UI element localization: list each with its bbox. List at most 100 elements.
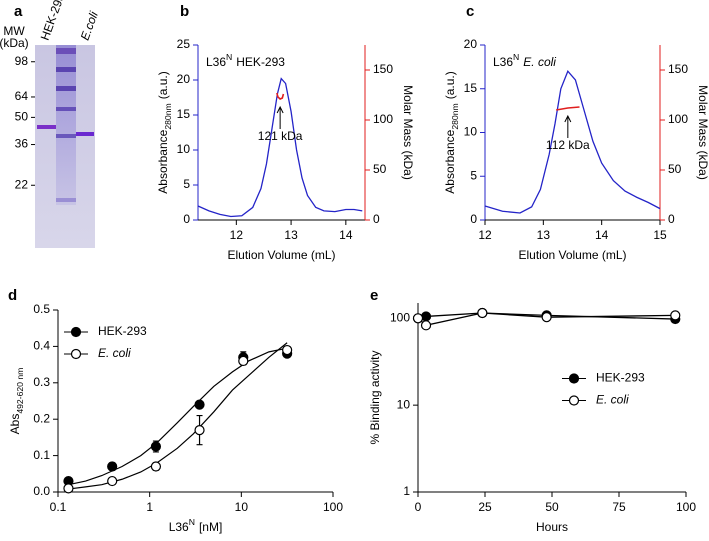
label-part: [nM] [199,520,222,534]
data-point [150,461,162,472]
panel-label: c [466,3,474,20]
inset-label: L36N HEK-293 [206,52,285,69]
ladder-band [56,48,76,54]
label-part: L36 [206,55,226,69]
label-part: N [513,52,519,62]
data-point [107,475,118,487]
label-part: 280nm [163,103,173,129]
x-tick-label: 25 [478,500,492,514]
y-tick-label: 20 [464,37,478,51]
data-point [238,355,249,367]
x-tick-label: 100 [676,500,696,514]
y-axis-label: % Binding activity [368,350,382,444]
label-part: L36 [169,520,189,534]
x-tick-label: 13 [284,228,298,242]
legend-marker [70,326,82,338]
y-tick-label: 0.5 [33,302,50,316]
legend-marker [568,395,580,406]
lane-label: E.coli [78,9,101,42]
label-part: L36 [493,55,513,69]
data-point [63,483,74,494]
x-tick-label: 75 [612,500,626,514]
panel-label: d [8,287,17,304]
label-part: HEK-293 [236,55,285,69]
y-tick-label: 10 [464,125,478,139]
x-tick-label: 0.1 [50,500,67,514]
y2-tick-label: 50 [373,162,387,176]
sample-band [76,132,94,136]
y-tick-label: 0.4 [33,339,50,353]
y-tick-label: 0.2 [33,411,50,425]
y-tick-label: 15 [464,81,478,95]
y-tick-label: 10 [177,142,191,156]
x-tick-label: 0 [415,500,422,514]
mw-tick-label: 98 [15,54,29,68]
y2-tick-label: 150 [668,62,688,76]
y-axis-label: Absorbance280nm (a.u.) [156,71,173,193]
y-tick-label: 1 [403,484,410,498]
y-tick-label: 0.3 [33,375,50,389]
fit-curve [68,347,288,486]
annotation: 121 kDa [258,129,303,143]
ladder-band [56,67,76,72]
mw-tick-label: 22 [15,177,29,191]
legend-marker [70,348,82,360]
y2-tick-label: 100 [668,112,688,126]
annotation-arrow [564,114,572,138]
y-axis-label: Abs492-620 nm [8,368,25,435]
data-point [282,344,293,356]
ladder-band [56,134,76,138]
label-part: 280nm [450,103,460,129]
label-part: 492-620 nm [15,368,25,414]
fit-curve [68,342,288,490]
legend-label: E. coli [98,346,131,360]
y-tick-label: 100 [390,310,410,324]
x-tick-label: 12 [478,228,492,242]
x-tick-label: 50 [545,500,559,514]
mw-tick-label: 36 [15,137,29,151]
y-tick-label: 0 [470,212,477,226]
legend-label: HEK-293 [596,371,645,385]
data-point [477,307,488,319]
y-tick-label: 0.1 [33,448,50,462]
y-tick-label: 0.0 [33,484,50,498]
data-point [194,425,205,436]
mw-label: MW [3,24,25,38]
y2-tick-label: 0 [373,212,380,226]
label-part: N [189,517,195,527]
ladder-band [56,86,76,91]
x-tick-label: 10 [235,500,249,514]
data-point [541,312,552,323]
y-tick-label: 5 [183,177,190,191]
y2-axis-label: Molar Mass (kDa) [696,85,709,180]
data-point [412,313,424,324]
x-axis-label: Hours [536,520,568,534]
y-tick-label: 0 [183,212,190,226]
label-part: (a.u.) [156,71,170,99]
y2-tick-label: 100 [373,112,393,126]
label-part: E. coli [523,55,556,69]
label-part: N [226,52,232,62]
x-axis-label: Elution Volume (mL) [518,248,626,262]
legend-label: E. coli [596,393,629,407]
sample-band [37,125,56,129]
label-part: (a.u.) [443,71,457,99]
mw-label: (kDa) [0,36,29,50]
y2-tick-label: 50 [668,162,682,176]
label-part: Abs [8,414,22,435]
y-tick-label: 20 [177,72,191,86]
panel-label: a [14,3,23,20]
ladder-band [56,198,76,202]
ladder-band [56,107,76,111]
y2-tick-label: 150 [373,62,393,76]
data-point [670,310,681,321]
series-line [556,106,580,111]
x-tick-label: 14 [339,228,353,242]
data-point [194,399,205,410]
y2-axis-label: Molar Mass (kDa) [401,85,415,180]
x-tick-label: 12 [230,228,244,242]
y-tick-label: 10 [397,397,411,411]
y-tick-label: 25 [177,37,191,51]
mw-tick-label: 64 [15,89,29,103]
